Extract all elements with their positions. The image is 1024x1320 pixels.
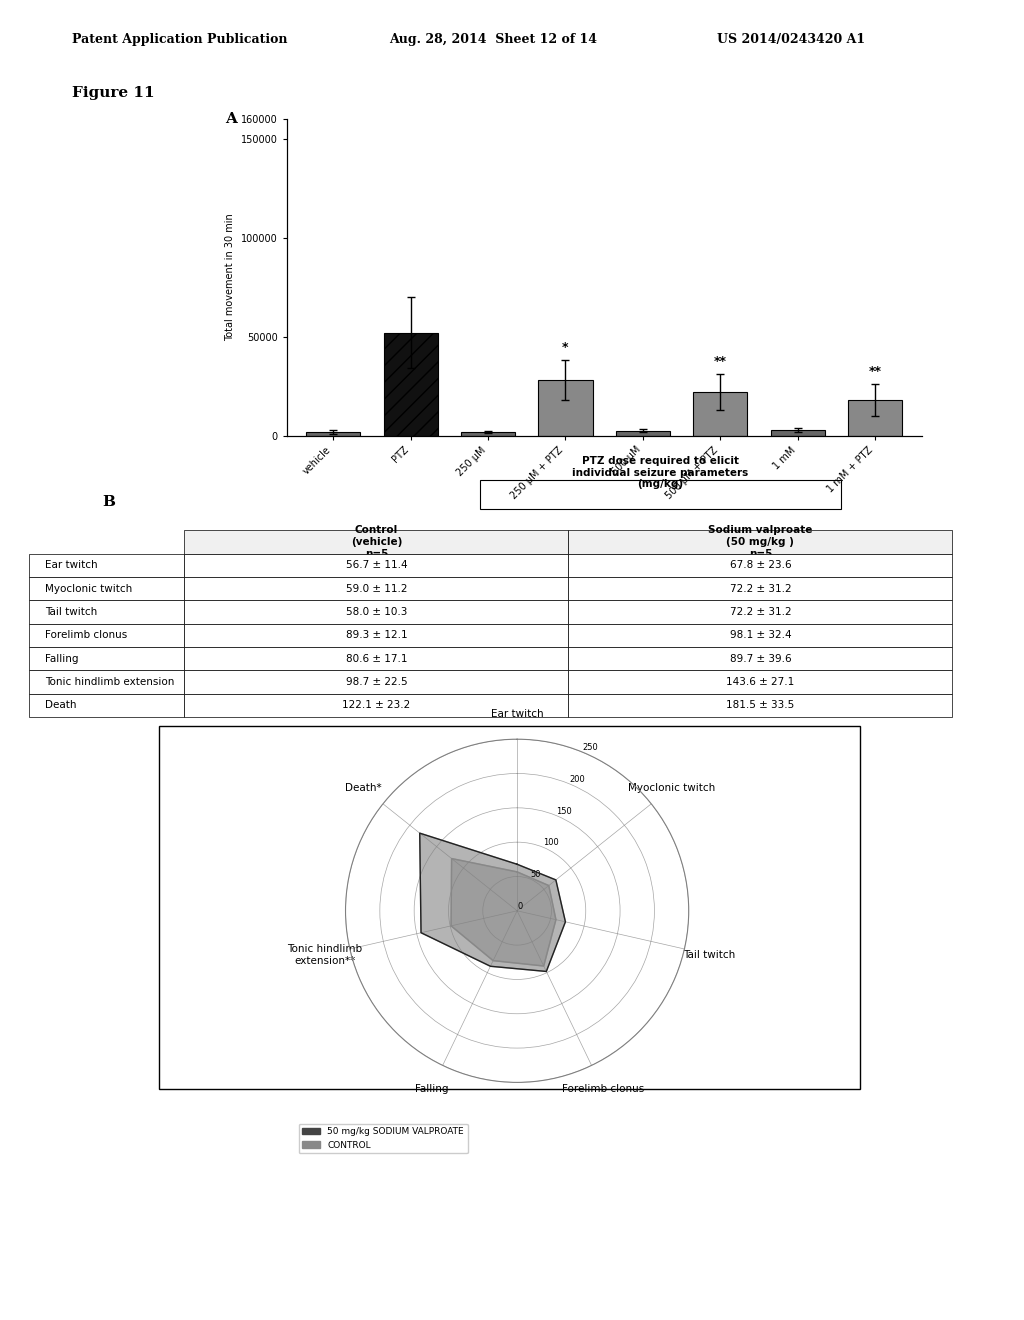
Text: B: B <box>102 495 116 510</box>
Legend: 50 mg/kg SODIUM VALPROATE, CONTROL: 50 mg/kg SODIUM VALPROATE, CONTROL <box>299 1123 468 1154</box>
Text: **: ** <box>868 366 882 378</box>
Text: US 2014/0243420 A1: US 2014/0243420 A1 <box>717 33 865 46</box>
Text: A: A <box>225 112 238 127</box>
Text: PTZ dose required to elicit
individual seizure parameters
(mg/kg): PTZ dose required to elicit individual s… <box>572 457 749 490</box>
Bar <box>384 333 437 436</box>
Bar <box>771 429 824 436</box>
Text: Patent Application Publication: Patent Application Publication <box>72 33 287 46</box>
Bar <box>615 430 670 436</box>
Polygon shape <box>451 858 556 966</box>
Text: *: * <box>562 342 568 354</box>
Text: **: ** <box>714 355 727 368</box>
Text: Figure 11: Figure 11 <box>72 86 155 100</box>
Text: Aug. 28, 2014  Sheet 12 of 14: Aug. 28, 2014 Sheet 12 of 14 <box>389 33 597 46</box>
Bar <box>461 432 515 436</box>
Bar <box>539 380 593 436</box>
Bar <box>693 392 748 436</box>
Bar <box>306 432 360 436</box>
Bar <box>848 400 902 436</box>
Y-axis label: Total movement in 30 min: Total movement in 30 min <box>225 214 236 341</box>
Polygon shape <box>420 833 565 972</box>
